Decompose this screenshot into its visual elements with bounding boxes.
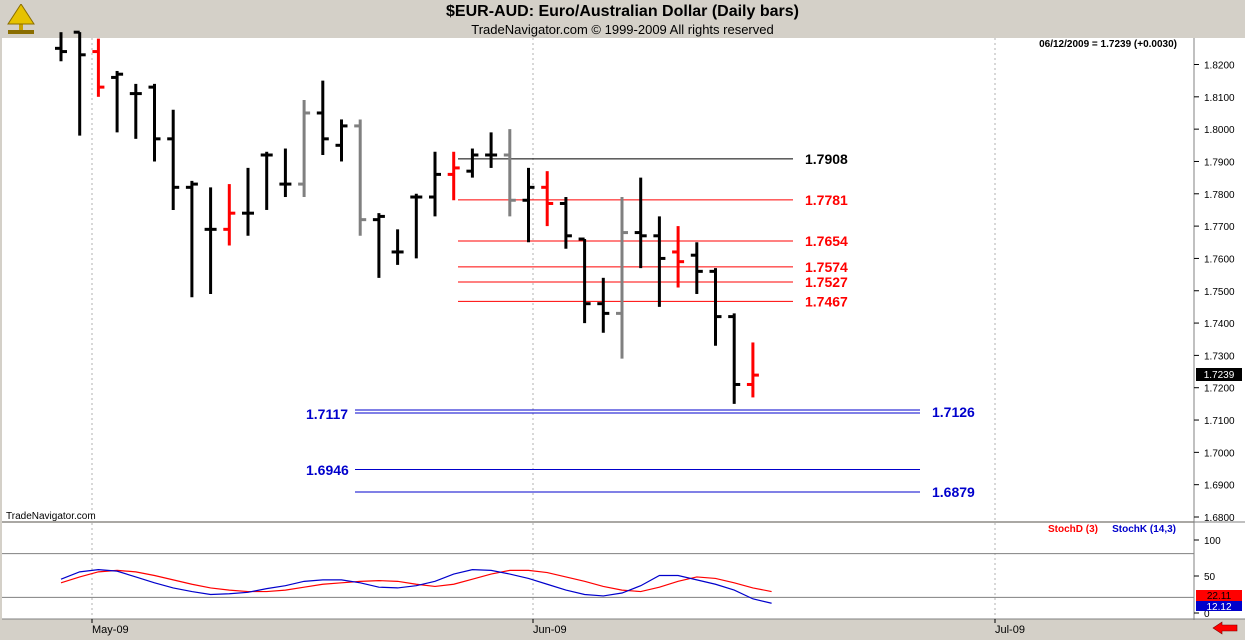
ohlc-bar xyxy=(578,237,591,324)
ohlc-bar xyxy=(260,151,273,210)
ohlc-bar xyxy=(92,38,105,97)
y-tick-label: 1.7800 xyxy=(1204,190,1235,201)
ohlc-bar xyxy=(690,242,703,294)
ohlc-bar xyxy=(597,277,610,333)
y-tick-label: 1.7100 xyxy=(1204,416,1235,427)
ohlc-bar xyxy=(204,187,217,294)
ohlc-bar xyxy=(242,167,254,236)
ohlc-bar xyxy=(279,148,292,198)
last-price-tag-text: 1.7239 xyxy=(1204,370,1235,381)
chart-subtitle: TradeNavigator.com © 1999-2009 All right… xyxy=(471,22,774,37)
support-label: 1.6946 xyxy=(306,462,349,478)
resistance-label: 1.7574 xyxy=(805,259,848,275)
y-tick-label: 1.7500 xyxy=(1204,287,1235,298)
price-y-ticks: 1.8200 1.8100 1.8000 1.7900 1.7800 1.7700 1.76… xyxy=(1194,61,1235,524)
resistance-label: 1.7781 xyxy=(805,192,848,208)
chart-header: $EUR-AUD: Euro/Australian Dollar (Daily … xyxy=(0,0,1245,38)
stoch-lines xyxy=(2,553,1194,604)
ohlc-bar xyxy=(129,83,142,139)
stoch-k-legend: StochK (14,3) xyxy=(1112,524,1176,535)
x-tick-label: May-09 xyxy=(92,624,129,636)
ohlc-bar xyxy=(354,119,367,236)
price-readout: 06/12/2009 = 1.7239 (+0.0030) xyxy=(1039,39,1177,50)
stoch-y-ticks: 100 50 0 xyxy=(1194,536,1221,620)
ohlc-bar xyxy=(672,226,685,288)
ohlc-bar xyxy=(709,268,722,346)
ohlc-bar xyxy=(522,167,535,243)
stoch-k-value-text: 12.12 xyxy=(1206,602,1231,613)
ohlc-bar xyxy=(653,216,666,307)
stoch-panel xyxy=(2,523,1194,619)
x-tick-label: Jun-09 xyxy=(533,624,567,636)
ohlc-bar xyxy=(55,32,67,62)
support-label: 1.7126 xyxy=(932,404,975,420)
ohlc-bar xyxy=(616,197,628,359)
x-tick-label: Jul-09 xyxy=(995,624,1025,636)
ohlc-bar xyxy=(298,100,311,198)
ohlc-bar xyxy=(559,197,572,249)
ohlc-bar xyxy=(447,151,460,201)
y-tick-label: 1.7900 xyxy=(1204,157,1235,168)
resistance-label: 1.7527 xyxy=(805,274,848,290)
scroll-right-arrow-icon[interactable] xyxy=(1210,621,1240,636)
ohlc-bar xyxy=(73,30,86,136)
y-tick-label: 1.7600 xyxy=(1204,254,1235,265)
stoch-tick-label: 100 xyxy=(1204,536,1221,547)
resistance-label: 1.7467 xyxy=(805,293,848,309)
y-tick-label: 1.7200 xyxy=(1204,384,1235,395)
y-tick-label: 1.6900 xyxy=(1204,481,1235,492)
resistance-label: 1.7654 xyxy=(805,233,848,249)
stoch-k-value-tag xyxy=(1196,601,1242,611)
ohlc-bar xyxy=(316,80,329,155)
ohlc-bar xyxy=(541,171,554,227)
stoch-d-value-text: 22.11 xyxy=(1207,591,1232,602)
ohlc-bar xyxy=(335,119,348,162)
y-tick-label: 1.7300 xyxy=(1204,351,1235,362)
stoch-d-legend: StochD (3) xyxy=(1048,524,1098,535)
ohlc-bar xyxy=(148,83,161,162)
trade-navigator-logo-icon xyxy=(4,3,38,41)
stoch-tick-label: 0 xyxy=(1204,609,1210,620)
ohlc-bar xyxy=(167,109,180,210)
ohlc-bar xyxy=(111,70,124,133)
y-tick-label: 1.8000 xyxy=(1204,125,1235,136)
y-tick-label: 1.7400 xyxy=(1204,319,1235,330)
gridlines xyxy=(91,38,996,619)
ohlc-bar xyxy=(634,177,647,269)
ohlc-bar xyxy=(503,129,516,217)
resistance-label: 1.7908 xyxy=(805,151,848,167)
y-tick-label: 1.8100 xyxy=(1204,93,1235,104)
ohlc-bar xyxy=(728,313,741,404)
last-price-tag xyxy=(1196,368,1242,381)
ohlc-bar xyxy=(185,180,198,298)
y-tick-label: 1.7700 xyxy=(1204,222,1235,233)
ohlc-bar xyxy=(372,213,385,278)
ohlc-bar xyxy=(391,229,404,265)
stoch-k-line xyxy=(60,569,772,604)
y-tick-label: 1.6800 xyxy=(1204,513,1235,524)
stoch-tick-label: 50 xyxy=(1204,572,1216,583)
x-ticks: May-09 Jun-09 Jul-09 xyxy=(91,619,1025,636)
stoch-d-value-tag xyxy=(1196,590,1242,601)
support-label: 1.7117 xyxy=(306,406,348,422)
support-label: 1.6879 xyxy=(932,484,975,500)
stoch-d-line xyxy=(60,569,772,593)
price-bars xyxy=(55,30,759,404)
price-panel xyxy=(2,38,1194,521)
x-axis-strip xyxy=(2,619,1245,640)
ohlc-bar xyxy=(466,148,479,178)
ohlc-bar xyxy=(410,193,423,259)
y-tick-label: 1.8200 xyxy=(1204,61,1235,72)
y-tick-label: 1.7000 xyxy=(1204,448,1235,459)
ohlc-bar xyxy=(746,342,759,398)
chart-title: $EUR-AUD: Euro/Australian Dollar (Daily … xyxy=(446,3,799,20)
watermark: TradeNavigator.com xyxy=(6,511,96,522)
ohlc-bar xyxy=(485,132,498,168)
ohlc-bar xyxy=(223,184,236,246)
ohlc-bar xyxy=(429,151,441,217)
